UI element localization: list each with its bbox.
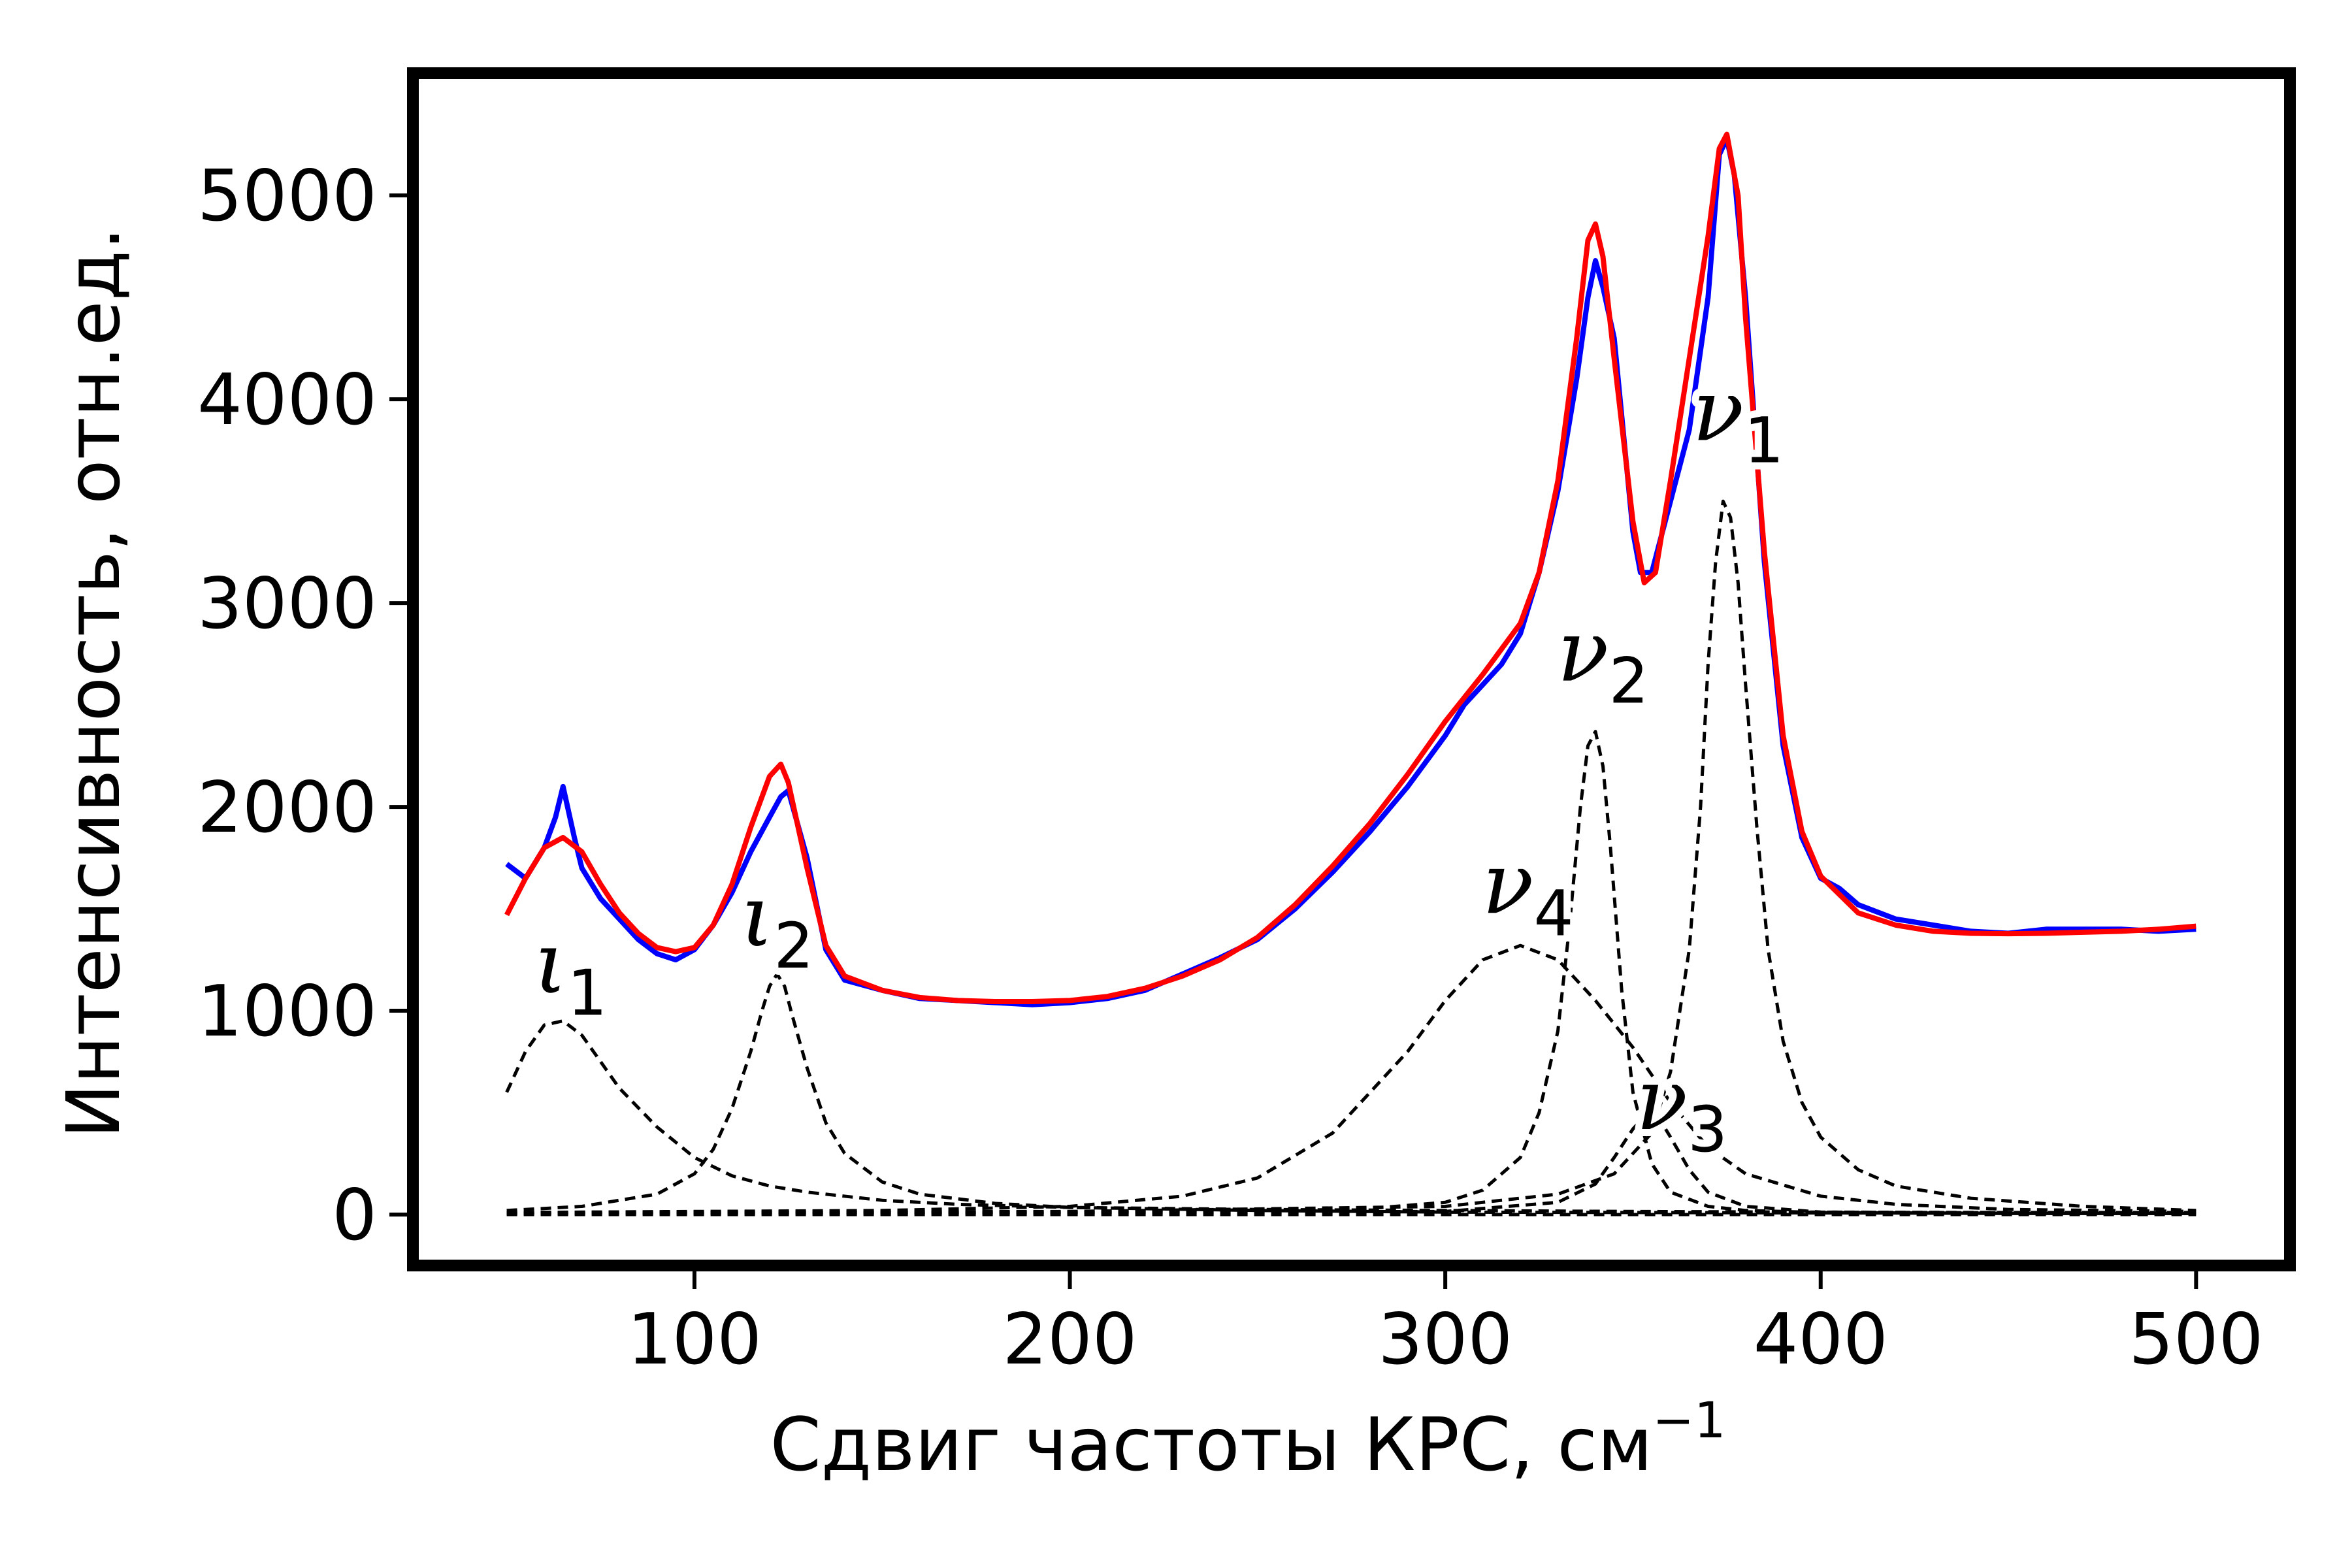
plot-frame bbox=[407, 67, 2296, 1271]
y-tick-label: 2000 bbox=[197, 767, 377, 849]
y-tick-label: 1000 bbox=[197, 971, 377, 1053]
component-peak-line-2 bbox=[505, 1019, 2197, 1215]
x-tick-label: 100 bbox=[627, 1299, 762, 1380]
component-peak-line-7 bbox=[506, 499, 2197, 1215]
x-axis-title: Сдвиг частоты КРС, см−1 bbox=[770, 1391, 1726, 1488]
y-tick-label: 4000 bbox=[197, 359, 377, 441]
y-tick-label: 3000 bbox=[197, 563, 377, 645]
x-tick-label: 300 bbox=[1378, 1299, 1512, 1380]
y-tick-label: 0 bbox=[332, 1175, 377, 1256]
peak-label-0: ι1 bbox=[534, 913, 607, 1030]
x-tick-label: 400 bbox=[1754, 1299, 1888, 1380]
fit-spectrum-line bbox=[504, 131, 2197, 1004]
y-axis-title: Интенсивность, отн.ед. bbox=[52, 227, 137, 1138]
peak-label-5: ν1 bbox=[1692, 361, 1784, 478]
component-peak-line-4 bbox=[506, 943, 2197, 1215]
x-axis-title-superscript: −1 bbox=[1652, 1391, 1725, 1449]
peak-label-2: ν4 bbox=[1482, 834, 1574, 950]
x-tick-label: 200 bbox=[1002, 1299, 1137, 1380]
plot-area: ι1 ι2 ν4 ν2 ν3 ν1 bbox=[504, 131, 2197, 1217]
x-tick-label: 500 bbox=[2129, 1299, 2263, 1380]
component-peak-line-6 bbox=[506, 1111, 2197, 1215]
component-peak-line-3 bbox=[506, 972, 2197, 1215]
x-axis-title-text: Сдвиг частоты КРС, см bbox=[770, 1403, 1653, 1488]
peak-label-4: ν3 bbox=[1636, 1050, 1727, 1166]
y-tick-label: 5000 bbox=[197, 155, 377, 237]
peak-label-1: ι2 bbox=[740, 866, 813, 983]
component-peak-line-5 bbox=[506, 730, 2197, 1215]
peak-label-3: ν2 bbox=[1557, 602, 1648, 718]
